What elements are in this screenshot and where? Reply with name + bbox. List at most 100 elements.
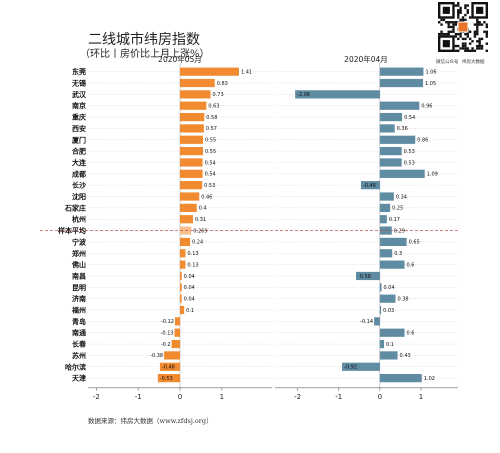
category-label: 佛山: [71, 260, 86, 269]
data-label: 0.34: [396, 194, 407, 200]
data-label: -0.92: [344, 365, 357, 371]
data-label: -0.12: [161, 319, 174, 325]
bar: [180, 112, 205, 122]
x-tick-label: 1: [419, 393, 423, 401]
data-label: -2.06: [297, 92, 310, 98]
bar: [379, 124, 395, 133]
data-label: 0.63: [208, 104, 219, 110]
category-label: 沈阳: [72, 192, 86, 201]
x-tick-label: 0: [378, 393, 382, 401]
bar: [379, 147, 402, 156]
data-label: 0.29: [394, 228, 405, 234]
bar: [379, 78, 424, 88]
bar: [180, 237, 191, 247]
chart-panels: 东莞无锡武汉南京重庆西安厦门合肥大连成都长沙沈阳石家庄杭州样本平均宁波郑州佛山南…: [40, 54, 460, 401]
category-label: 合肥: [71, 147, 86, 156]
bar: [360, 181, 380, 190]
bar: [180, 169, 203, 178]
data-label: 0.55: [205, 149, 216, 155]
category-label: 青岛: [72, 317, 86, 326]
bar: [180, 249, 186, 258]
bar: [180, 283, 182, 292]
data-label: 0.86: [417, 138, 428, 144]
bar: [379, 203, 391, 212]
bar: [379, 169, 425, 178]
bar: [180, 294, 182, 303]
data-label: 0.96: [421, 104, 432, 110]
bar: [356, 271, 380, 281]
category-label: 郑州: [72, 249, 86, 258]
bar: [379, 351, 398, 360]
bar: [180, 181, 203, 190]
data-label: 0.53: [404, 160, 415, 166]
data-label: 1.05: [425, 81, 436, 87]
data-label: 0.04: [384, 285, 395, 291]
bar: [159, 362, 180, 371]
data-label: 0.24: [192, 240, 203, 246]
data-label: 0.17: [389, 217, 400, 223]
category-label: 杭州: [72, 215, 86, 224]
data-label: 0.38: [397, 296, 408, 302]
category-label: 苏州: [72, 351, 86, 360]
category-label: 南京: [72, 101, 86, 110]
bar: [171, 339, 180, 349]
data-label: 0.58: [206, 115, 217, 121]
data-label: 0.04: [184, 296, 195, 302]
chart-subtitle: （环比丨房价比上月上涨%）: [80, 47, 210, 60]
category-label: 天津: [72, 374, 86, 383]
qr-caption-right: 纬房大数据: [462, 58, 485, 65]
category-label: 昆明: [72, 283, 86, 292]
bar: [379, 112, 403, 122]
x-tick-label: -1: [335, 393, 342, 401]
category-label: 哈尔滨: [65, 362, 86, 371]
data-label: 0.54: [404, 115, 415, 121]
data-label: 1.02: [424, 376, 435, 382]
data-label: 0.4: [199, 206, 207, 212]
category-label: 宁波: [72, 237, 87, 246]
data-label: 0.43: [400, 353, 411, 359]
bar: [174, 328, 180, 337]
data-label: 1.09: [427, 172, 438, 178]
x-tick-label: -2: [294, 393, 301, 401]
bar: [180, 124, 204, 133]
bar: [180, 305, 185, 315]
data-label: 0.83: [217, 81, 228, 87]
bar: [157, 374, 180, 383]
data-label: 0.269: [193, 228, 207, 234]
bar: [379, 339, 384, 349]
data-label: 1.06: [425, 69, 436, 75]
data-label: 0.31: [195, 217, 206, 223]
category-label: 重庆: [72, 113, 86, 122]
bar: [379, 283, 382, 292]
bar: [379, 67, 424, 76]
data-label: 0.54: [205, 172, 216, 178]
data-label: 0.57: [206, 126, 217, 132]
x-tick-label: 0: [178, 393, 182, 401]
data-label: -0.13: [161, 331, 174, 337]
data-label: 0.04: [184, 285, 195, 291]
data-label: -0.53: [160, 376, 173, 382]
bar: [379, 374, 422, 383]
category-label: 西安: [72, 124, 86, 133]
category-label: 大连: [72, 158, 87, 167]
data-label: 0.46: [201, 194, 212, 200]
data-label: -0.38: [150, 353, 163, 359]
category-label: 福州: [71, 306, 86, 315]
bar: [379, 249, 393, 258]
data-label: 0.25: [392, 206, 403, 212]
series-title: 2020年05月: [158, 54, 202, 64]
bar: [180, 147, 203, 156]
category-label: 无锡: [71, 79, 86, 88]
category-label: 石家庄: [64, 203, 86, 212]
category-label: 成都: [72, 169, 86, 178]
data-label: 0.53: [404, 149, 415, 155]
data-label: -0.2: [161, 342, 171, 348]
data-label: 0.03: [383, 308, 394, 314]
bar: [164, 351, 180, 360]
bar: [180, 203, 197, 212]
bar: [379, 305, 382, 315]
data-label: -0.58: [358, 274, 371, 280]
bar: [180, 67, 239, 76]
data-label: 1.41: [241, 69, 252, 75]
bar: [180, 90, 211, 99]
